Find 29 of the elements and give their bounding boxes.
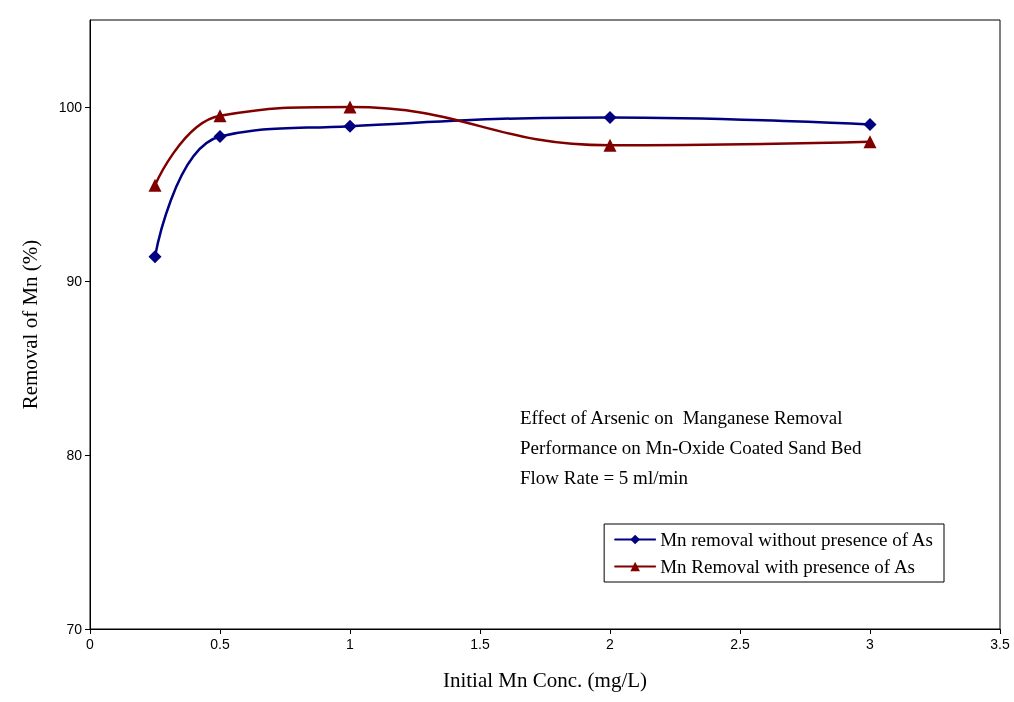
point — [148, 250, 162, 264]
y-tick-label: 70 — [66, 621, 83, 637]
legend-label: Mn Removal with presence of As — [660, 556, 916, 577]
x-axis-title: Initial Mn Conc. (mg/L) — [442, 667, 648, 692]
point — [343, 119, 357, 133]
x-tick-label: 2 — [606, 636, 615, 652]
point — [213, 130, 227, 144]
point — [213, 109, 227, 123]
point — [863, 135, 877, 149]
annotation: Flow Rate = 5 ml/min — [520, 467, 689, 488]
x-tick-label: 3.5 — [990, 636, 1010, 652]
point — [343, 100, 357, 114]
legend-label: Mn removal without presence of As — [660, 529, 933, 550]
x-tick-label: 0 — [86, 636, 95, 652]
y-tick-label: 100 — [58, 99, 83, 115]
annotation: Performance on Mn-Oxide Coated Sand Bed — [520, 437, 862, 458]
x-tick-label: 1 — [346, 636, 355, 652]
y-tick-label: 80 — [66, 447, 83, 463]
annotation: Effect of Arsenic on Manganese Removal — [520, 407, 843, 428]
point — [148, 178, 162, 192]
point — [863, 117, 877, 131]
point — [603, 110, 617, 124]
x-tick-label: 1.5 — [470, 636, 490, 652]
x-tick-label: 2.5 — [730, 636, 750, 652]
point — [603, 138, 617, 152]
x-tick-label: 0.5 — [210, 636, 230, 652]
x-tick-label: 3 — [866, 636, 875, 652]
y-tick-label: 90 — [66, 273, 83, 289]
y-axis-title: Removal of Mn (%) — [17, 239, 42, 410]
